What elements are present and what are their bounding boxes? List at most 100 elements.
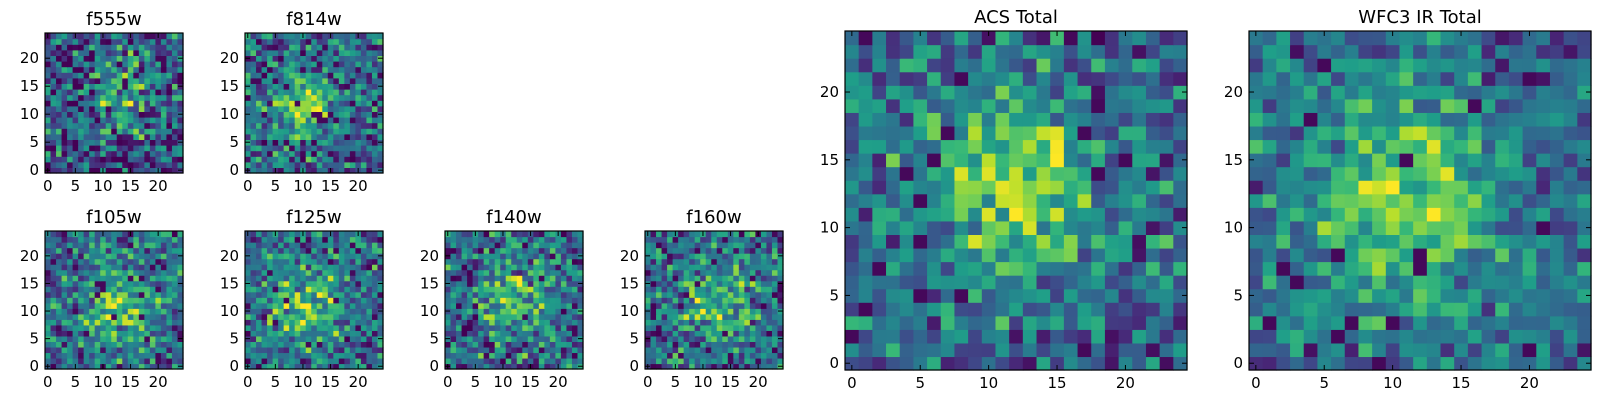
heatmap-cell xyxy=(683,363,690,370)
heatmap-cell xyxy=(371,231,379,238)
heatmap-cell xyxy=(355,38,362,45)
heatmap-cell xyxy=(289,324,296,331)
heatmap-cell xyxy=(1372,356,1387,371)
heatmap-cell xyxy=(1522,315,1537,330)
x-tick-label: 5 xyxy=(671,373,681,391)
heatmap-cell xyxy=(289,89,296,96)
heatmap-cell xyxy=(744,247,751,254)
heatmap-cell xyxy=(61,161,68,168)
heatmap-cell xyxy=(478,242,485,249)
heatmap-cell xyxy=(300,128,307,135)
heatmap-cell xyxy=(577,346,584,354)
heatmap-cell xyxy=(1399,315,1414,330)
heatmap-cell xyxy=(89,291,96,298)
heatmap-cell xyxy=(544,275,551,282)
heatmap-cell xyxy=(522,346,529,354)
x-tick-label: 10 xyxy=(493,373,512,391)
heatmap-cell xyxy=(1413,220,1428,235)
heatmap-cell xyxy=(283,308,290,315)
heatmap-cell xyxy=(1385,234,1401,249)
y-tick-label: 15 xyxy=(220,77,239,95)
heatmap-cell xyxy=(555,275,562,282)
heatmap-cell xyxy=(954,275,969,290)
heatmap-cell xyxy=(133,49,140,56)
heatmap-cell xyxy=(544,346,551,354)
heatmap-cell xyxy=(954,315,969,330)
heatmap-cell xyxy=(67,275,74,282)
heatmap-cell xyxy=(766,253,773,260)
heatmap-cell xyxy=(544,286,551,293)
heatmap-cell xyxy=(954,207,969,222)
heatmap-cell xyxy=(1331,315,1346,330)
heatmap-cell xyxy=(122,302,129,309)
heatmap-cell xyxy=(316,297,323,304)
heatmap-cell xyxy=(560,357,568,365)
heatmap-cell xyxy=(678,313,685,320)
heatmap-cell xyxy=(1262,288,1277,303)
heatmap-cell xyxy=(83,269,90,276)
heatmap-cell xyxy=(766,319,773,326)
heatmap-cell xyxy=(327,308,334,315)
heatmap-cell xyxy=(766,275,773,282)
heatmap-cell xyxy=(272,330,279,337)
heatmap-cell xyxy=(1290,207,1305,222)
heatmap-cell xyxy=(1508,207,1524,222)
heatmap-cell xyxy=(322,352,329,359)
heatmap-cell xyxy=(1145,31,1161,46)
heatmap-cell xyxy=(333,139,340,146)
heatmap-cell xyxy=(61,275,68,282)
heatmap-cell xyxy=(333,297,340,304)
heatmap-cell xyxy=(1050,234,1065,249)
heatmap-cell xyxy=(738,313,745,320)
heatmap-cell xyxy=(1426,180,1442,195)
heatmap-cell xyxy=(1091,180,1106,195)
heatmap-cell xyxy=(122,61,129,68)
heatmap-cell xyxy=(250,38,257,45)
heatmap-cell xyxy=(968,302,983,317)
heatmap-cell xyxy=(511,302,518,309)
heatmap-cell xyxy=(294,33,301,40)
heatmap-cell xyxy=(1303,315,1318,330)
heatmap-cell xyxy=(256,346,263,354)
heatmap-cell xyxy=(149,128,156,135)
heatmap-cell xyxy=(360,313,368,320)
heatmap-cell xyxy=(50,139,57,146)
heatmap-cell xyxy=(300,38,307,45)
heatmap-cell xyxy=(122,247,129,254)
heatmap-cell xyxy=(1159,329,1174,344)
heatmap-cell xyxy=(1104,261,1120,276)
heatmap-cell xyxy=(858,85,873,100)
heatmap-cell xyxy=(61,335,68,342)
heatmap-cell xyxy=(1173,44,1188,59)
heatmap-cell xyxy=(544,335,551,342)
heatmap-cell xyxy=(1303,288,1318,303)
heatmap-cell xyxy=(1063,288,1079,303)
heatmap-cell xyxy=(645,357,652,365)
heatmap-cell xyxy=(1036,44,1051,59)
heatmap-cell xyxy=(1413,315,1428,330)
heatmap-cell xyxy=(560,258,568,265)
heatmap-cell xyxy=(656,346,663,354)
heatmap-cell xyxy=(250,156,257,163)
heatmap-cell xyxy=(1009,125,1024,141)
heatmap-cell xyxy=(1173,275,1188,290)
heatmap-cell xyxy=(305,111,312,118)
heatmap-cell xyxy=(283,236,290,243)
heatmap-cell xyxy=(138,363,145,370)
heatmap-cell xyxy=(138,346,145,354)
heatmap-cell xyxy=(872,98,887,113)
heatmap-cell xyxy=(171,105,179,112)
heatmap-cell xyxy=(256,77,263,84)
heatmap-cell xyxy=(656,308,663,315)
heatmap-cell xyxy=(366,55,373,62)
heatmap-cell xyxy=(683,269,690,276)
heatmap-cell xyxy=(494,352,501,359)
heatmap-cell xyxy=(160,330,168,337)
heatmap-cell xyxy=(278,105,285,112)
heatmap-cell xyxy=(294,319,301,326)
heatmap-cell xyxy=(489,291,496,298)
heatmap-cell xyxy=(127,346,134,354)
heatmap-cell xyxy=(149,167,156,174)
heatmap-cell xyxy=(1344,153,1360,168)
heatmap-cell xyxy=(61,264,68,271)
